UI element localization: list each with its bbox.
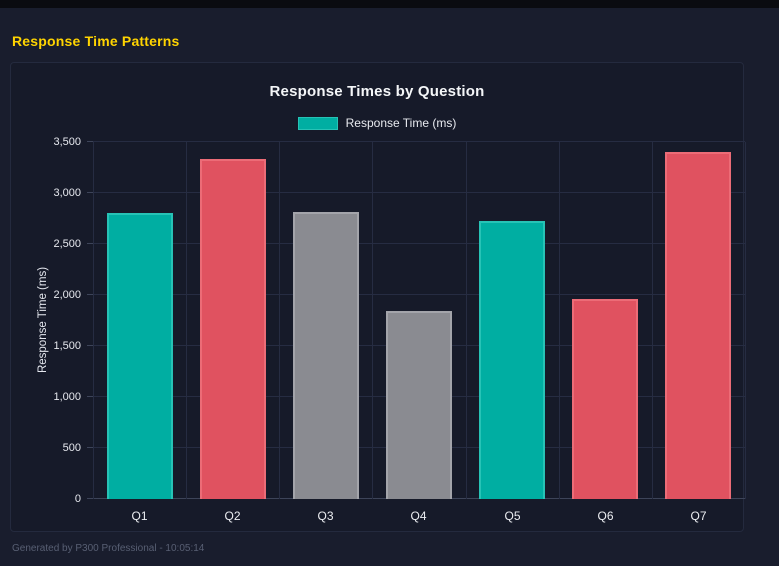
x-tick-label: Q4 — [410, 509, 427, 523]
y-tick-mark — [87, 243, 93, 244]
gridline-vertical — [372, 142, 373, 499]
x-tick-label: Q2 — [224, 509, 241, 523]
bar-q3[interactable] — [293, 212, 359, 499]
y-axis-tick-labels: 0 500 1,000 1,500 2,000 2,500 3,000 3,500 — [11, 136, 81, 505]
gridline-vertical — [652, 142, 653, 499]
y-tick-mark — [87, 345, 93, 346]
y-tick-label: 2,500 — [53, 238, 81, 250]
gridline-horizontal — [93, 294, 745, 295]
gridline-horizontal — [93, 141, 745, 142]
y-tick-mark — [87, 447, 93, 448]
gridline-horizontal — [93, 243, 745, 244]
y-tick-label: 2,000 — [53, 289, 81, 301]
y-tick-mark — [87, 498, 93, 499]
x-tick-label: Q3 — [317, 509, 334, 523]
page-title: Response Time Patterns — [12, 33, 180, 49]
gridline-vertical — [559, 142, 560, 499]
bar-q7[interactable] — [665, 152, 731, 499]
y-tick-label: 0 — [74, 493, 81, 505]
gridline-vertical — [745, 142, 746, 499]
y-tick-mark — [87, 294, 93, 295]
bar-q6[interactable] — [572, 299, 638, 499]
x-tick-label: Q7 — [690, 509, 707, 523]
gridline-vertical — [186, 142, 187, 499]
bar-q1[interactable] — [107, 213, 173, 499]
gridline-vertical — [466, 142, 467, 499]
bar-q5[interactable] — [479, 221, 545, 499]
legend-label: Response Time (ms) — [345, 116, 457, 130]
y-tick-label: 3,500 — [53, 136, 81, 148]
x-axis-tick-labels: Q1 Q2 Q3 Q4 Q5 Q6 Q7 — [93, 509, 745, 529]
top-window-strip — [0, 0, 779, 8]
y-tick-label: 1,000 — [53, 391, 81, 403]
plot-area[interactable] — [87, 141, 746, 499]
footer-status-text: Generated by P300 Professional - 10:05:1… — [12, 543, 205, 554]
y-tick-label: 3,000 — [53, 187, 81, 199]
x-tick-label: Q6 — [597, 509, 614, 523]
y-tick-label: 1,500 — [53, 340, 81, 352]
chart-legend[interactable]: Response Time (ms) — [11, 116, 743, 130]
y-tick-mark — [87, 396, 93, 397]
bar-q2[interactable] — [200, 159, 266, 499]
chart-panel: Response Times by Question Response Time… — [10, 62, 746, 532]
x-tick-label: Q5 — [504, 509, 521, 523]
gridline-vertical — [93, 142, 94, 499]
x-tick-label: Q1 — [131, 509, 148, 523]
y-tick-mark — [87, 141, 93, 142]
gridline-horizontal — [93, 192, 745, 193]
gridline-vertical — [279, 142, 280, 499]
chart-title: Response Times by Question — [269, 83, 485, 100]
legend-swatch — [297, 116, 338, 130]
y-tick-label: 500 — [62, 442, 81, 454]
bar-q4[interactable] — [386, 311, 452, 499]
y-tick-mark — [87, 192, 93, 193]
